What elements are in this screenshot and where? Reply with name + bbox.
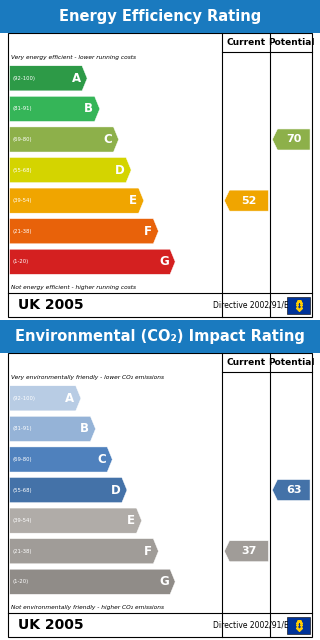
Polygon shape bbox=[10, 386, 81, 411]
Text: (92-100): (92-100) bbox=[12, 76, 35, 81]
Polygon shape bbox=[10, 569, 175, 595]
Polygon shape bbox=[272, 129, 310, 150]
Polygon shape bbox=[10, 219, 158, 244]
Text: Directive 2002/91/EC: Directive 2002/91/EC bbox=[213, 301, 294, 310]
Text: B: B bbox=[84, 102, 93, 115]
Polygon shape bbox=[10, 127, 119, 152]
Text: (39-54): (39-54) bbox=[12, 198, 32, 203]
Text: UK 2005: UK 2005 bbox=[18, 618, 83, 632]
Bar bbox=[287, 296, 310, 314]
Text: B: B bbox=[80, 422, 89, 435]
Text: UK 2005: UK 2005 bbox=[18, 298, 83, 312]
Text: (92-100): (92-100) bbox=[12, 396, 35, 401]
Text: G: G bbox=[159, 575, 169, 588]
Text: Not environmentally friendly - higher CO₂ emissions: Not environmentally friendly - higher CO… bbox=[11, 605, 164, 611]
Text: (55-68): (55-68) bbox=[12, 168, 32, 173]
Text: (69-80): (69-80) bbox=[12, 137, 32, 142]
Polygon shape bbox=[224, 190, 268, 211]
Text: 52: 52 bbox=[241, 196, 257, 205]
Text: Directive 2002/91/EC: Directive 2002/91/EC bbox=[213, 621, 294, 630]
Text: (81-91): (81-91) bbox=[12, 106, 32, 111]
Text: Not energy efficient - higher running costs: Not energy efficient - higher running co… bbox=[11, 285, 136, 291]
Text: E: E bbox=[129, 194, 137, 207]
Text: 70: 70 bbox=[286, 134, 301, 145]
Text: (55-68): (55-68) bbox=[12, 488, 32, 493]
Polygon shape bbox=[10, 157, 131, 182]
Text: D: D bbox=[115, 164, 125, 177]
Text: 37: 37 bbox=[241, 546, 257, 556]
Text: (21-38): (21-38) bbox=[12, 228, 32, 234]
Polygon shape bbox=[10, 66, 87, 91]
Polygon shape bbox=[10, 188, 144, 213]
Text: (69-80): (69-80) bbox=[12, 457, 32, 462]
Text: Current: Current bbox=[227, 38, 266, 47]
Text: Energy Efficiency Rating: Energy Efficiency Rating bbox=[59, 9, 261, 24]
Text: Very energy efficient - lower running costs: Very energy efficient - lower running co… bbox=[11, 55, 136, 60]
Bar bbox=[287, 616, 310, 634]
Text: F: F bbox=[144, 545, 152, 557]
Bar bbox=[8, 353, 312, 637]
Text: Very environmentally friendly - lower CO₂ emissions: Very environmentally friendly - lower CO… bbox=[11, 375, 164, 380]
Text: F: F bbox=[144, 225, 152, 237]
Text: G: G bbox=[159, 255, 169, 268]
Text: C: C bbox=[103, 133, 112, 146]
Bar bbox=[0, 320, 320, 353]
Text: (1-20): (1-20) bbox=[12, 259, 28, 264]
Text: Current: Current bbox=[227, 358, 266, 367]
Text: C: C bbox=[97, 453, 106, 466]
Polygon shape bbox=[10, 97, 100, 122]
Text: E: E bbox=[127, 514, 135, 527]
Text: Potential: Potential bbox=[268, 358, 315, 367]
Bar bbox=[8, 33, 312, 317]
Text: 63: 63 bbox=[286, 485, 301, 495]
Text: (1-20): (1-20) bbox=[12, 579, 28, 584]
Text: (81-91): (81-91) bbox=[12, 426, 32, 431]
Text: (21-38): (21-38) bbox=[12, 548, 32, 554]
Polygon shape bbox=[272, 479, 310, 500]
Polygon shape bbox=[10, 539, 158, 564]
Polygon shape bbox=[224, 541, 268, 562]
Text: A: A bbox=[65, 392, 75, 405]
Text: Environmental (CO₂) Impact Rating: Environmental (CO₂) Impact Rating bbox=[15, 329, 305, 344]
Text: D: D bbox=[111, 484, 121, 497]
Polygon shape bbox=[10, 417, 96, 442]
Text: (39-54): (39-54) bbox=[12, 518, 32, 523]
Bar bbox=[0, 0, 320, 33]
Polygon shape bbox=[10, 508, 142, 533]
Text: Potential: Potential bbox=[268, 38, 315, 47]
Polygon shape bbox=[10, 477, 127, 502]
Text: A: A bbox=[72, 72, 81, 85]
Polygon shape bbox=[10, 447, 112, 472]
Polygon shape bbox=[10, 249, 175, 275]
